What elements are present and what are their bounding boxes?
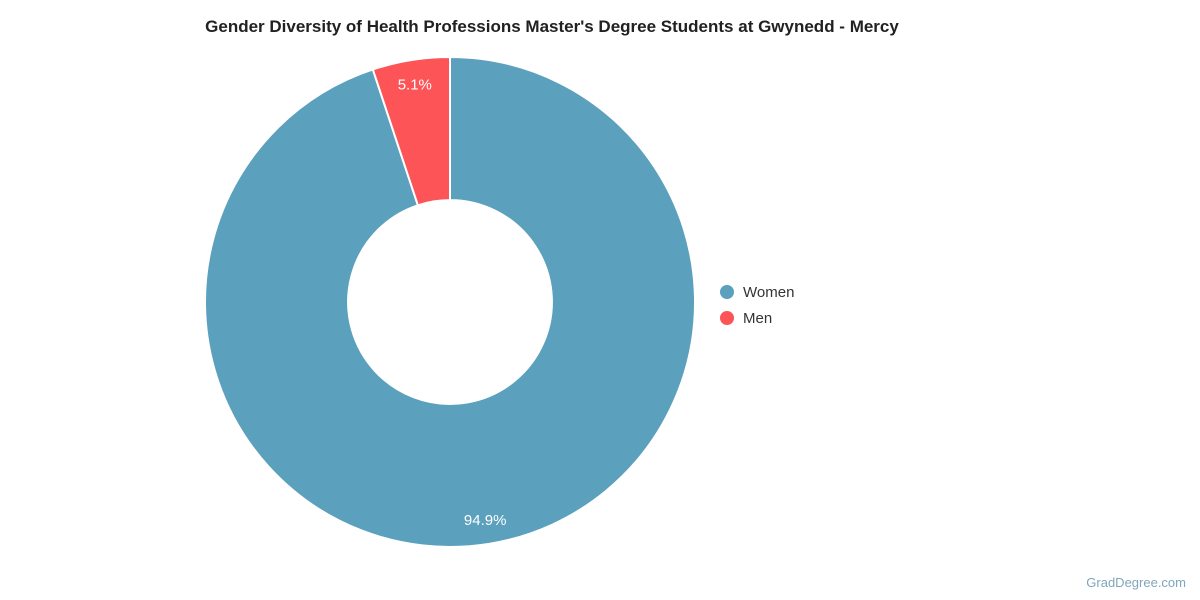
legend: Women Men [720,279,794,331]
legend-item-men[interactable]: Men [720,305,794,331]
legend-marker-women-icon [720,285,734,299]
chart-title: Gender Diversity of Health Professions M… [205,17,899,36]
pie-slice-women[interactable] [204,56,696,548]
legend-label-men: Men [743,309,773,327]
data-label-men: 5.1% [398,77,432,94]
donut-chart: 94.9% 5.1% [204,56,696,548]
pie-slice-men[interactable] [371,56,451,207]
legend-marker-men-icon [720,311,734,325]
legend-item-women[interactable]: Women [720,279,794,305]
legend-label-women: Women [743,283,795,301]
data-label-women: 94.9% [464,512,507,529]
watermark-link[interactable]: GradDegree.com [1086,575,1186,590]
